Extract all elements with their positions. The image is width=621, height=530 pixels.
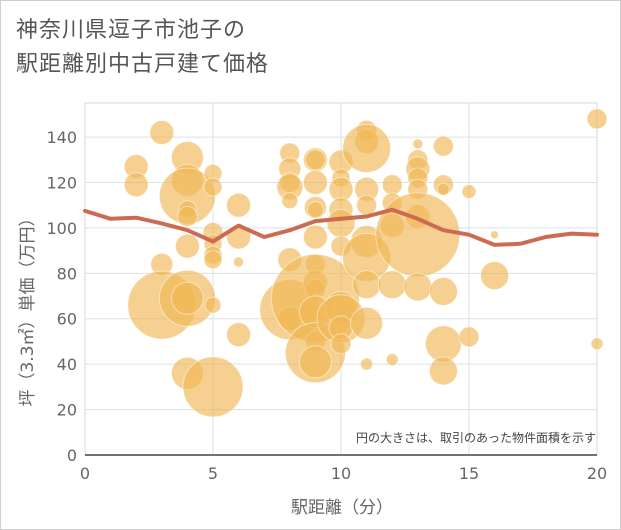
data-bubble bbox=[176, 206, 198, 228]
data-bubble bbox=[204, 296, 222, 314]
data-bubble bbox=[490, 230, 500, 240]
data-bubble bbox=[375, 192, 461, 278]
y-tick-label: 20 bbox=[57, 401, 77, 420]
data-bubble bbox=[350, 306, 384, 340]
data-bubble bbox=[381, 174, 403, 196]
data-bubble bbox=[306, 201, 324, 219]
chart-title: 神奈川県逗子市池子の 駅距離別中古戸建て価格 bbox=[16, 14, 269, 82]
data-bubble bbox=[480, 261, 510, 291]
x-axis-label: 駅距離（分） bbox=[291, 498, 393, 518]
x-tick-label: 10 bbox=[331, 464, 351, 483]
data-bubble bbox=[123, 172, 149, 198]
data-bubble bbox=[326, 208, 356, 238]
data-bubble bbox=[170, 281, 204, 315]
y-tick-label: 100 bbox=[46, 219, 77, 238]
data-bubble bbox=[360, 357, 374, 371]
bubble-layer bbox=[123, 108, 608, 418]
x-tick-label: 15 bbox=[459, 464, 479, 483]
data-bubble bbox=[590, 337, 604, 351]
data-bubble bbox=[428, 356, 458, 386]
data-bubble bbox=[377, 270, 407, 300]
data-bubble bbox=[182, 356, 244, 418]
data-bubble bbox=[226, 322, 252, 348]
data-bubble bbox=[281, 192, 299, 210]
data-bubble bbox=[352, 270, 382, 300]
data-bubble bbox=[412, 138, 424, 150]
data-bubble bbox=[304, 149, 326, 171]
y-axis-label: 坪（3.3㎡）単価（万円） bbox=[18, 209, 38, 406]
data-bubble bbox=[403, 272, 433, 302]
y-tick-label: 120 bbox=[46, 173, 77, 192]
data-bubble bbox=[298, 345, 332, 379]
average-price-line bbox=[83, 207, 599, 247]
data-bubble bbox=[432, 135, 454, 157]
chart-title-line-2: 駅距離別中古戸建て価格 bbox=[16, 52, 270, 77]
trend-line-layer bbox=[83, 207, 599, 247]
data-bubble bbox=[342, 123, 392, 173]
y-tick-label: 40 bbox=[57, 355, 77, 374]
data-bubble bbox=[436, 182, 450, 196]
data-bubble bbox=[149, 120, 175, 146]
chart-title-line-1: 神奈川県逗子市池子の bbox=[16, 18, 247, 43]
x-tick-label: 20 bbox=[587, 464, 607, 483]
data-bubble bbox=[458, 326, 480, 348]
data-bubble bbox=[428, 276, 458, 306]
x-tick-label: 5 bbox=[208, 464, 218, 483]
y-tick-label: 80 bbox=[57, 264, 77, 283]
y-tick-label: 0 bbox=[67, 446, 77, 465]
y-tick-label: 60 bbox=[57, 310, 77, 329]
axes: 0 20 40 60 80 100 120 140 0 5 10 15 20 bbox=[46, 128, 607, 483]
data-bubble bbox=[203, 250, 223, 270]
data-bubble bbox=[203, 177, 223, 197]
data-bubble bbox=[356, 194, 378, 216]
data-bubble bbox=[461, 184, 477, 200]
y-tick-label: 140 bbox=[46, 128, 77, 147]
data-bubble bbox=[302, 169, 328, 195]
x-tick-label: 0 bbox=[80, 464, 90, 483]
data-bubble bbox=[226, 192, 252, 218]
data-bubble bbox=[424, 325, 462, 363]
data-bubble bbox=[586, 108, 608, 130]
data-bubble bbox=[385, 353, 399, 367]
data-bubble bbox=[174, 233, 200, 259]
data-bubble bbox=[233, 256, 245, 268]
data-bubble bbox=[330, 333, 352, 355]
data-bubble bbox=[302, 224, 328, 250]
bubble-size-note: 円の大きさは、取引のあった物件面積を示す bbox=[356, 430, 596, 445]
